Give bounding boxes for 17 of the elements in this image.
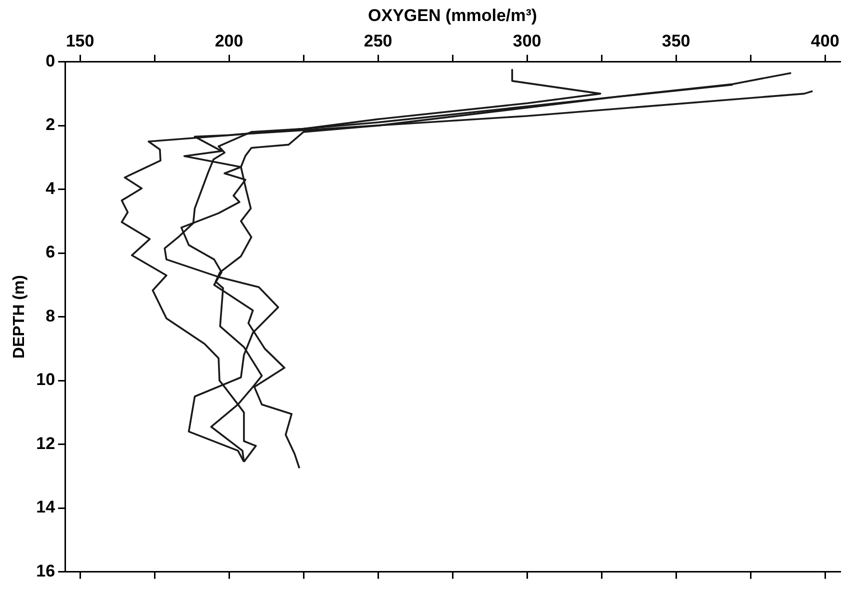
x-axis-title: OXYGEN (mmole/m³) (368, 6, 538, 25)
y-tick-label: 8 (46, 306, 56, 326)
y-tick-label: 12 (36, 434, 56, 453)
x-tick-label: 150 (66, 31, 94, 50)
x-tick-label: 200 (214, 31, 244, 50)
y-tick-label: 6 (46, 242, 56, 262)
x-tick-label: 250 (364, 31, 392, 50)
y-tick-label: 2 (46, 115, 56, 134)
y-tick-label: 10 (36, 370, 56, 390)
y-tick-label: 4 (46, 178, 56, 198)
x-tick-label: 300 (512, 31, 542, 50)
x-tick-label: 400 (810, 31, 840, 50)
y-axis-title: DEPTH (m) (11, 275, 28, 359)
y-tick-label: 14 (36, 498, 56, 517)
y-tick-label: 0 (46, 51, 56, 70)
y-tick-label: 16 (36, 561, 56, 580)
x-tick-label: 350 (662, 31, 690, 50)
